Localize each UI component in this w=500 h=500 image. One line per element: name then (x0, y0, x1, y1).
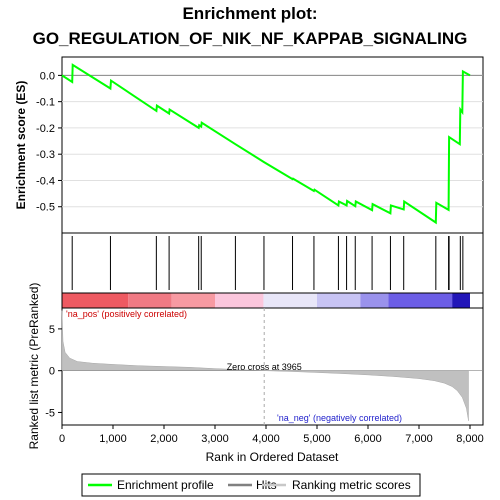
es-y-ticks: 0.0 -0.1 -0.2 -0.3 -0.4 -0.5 (36, 70, 62, 214)
x-tick-label: 1,000 (99, 433, 127, 445)
ranking-metric-fill (61, 310, 469, 421)
metric-tick-label: 0 (49, 366, 55, 378)
ranking-metric-area (61, 310, 483, 421)
x-axis-ticks: 0 1,000 2,000 3,000 4,000 5,000 6,000 7,000 8,00… (59, 425, 484, 445)
color-band-segment (263, 293, 317, 308)
metric-y-axis-label: Ranked list metric (PreRanked) (27, 283, 41, 450)
color-band-segment (62, 293, 129, 308)
color-band-segment (171, 293, 215, 308)
color-band-segment (215, 293, 264, 308)
hits-panel (61, 232, 484, 294)
chart-title-line2: GO_REGULATION_OF_NIK_NF_KAPPAB_SIGNALING (33, 29, 468, 48)
es-tick-label: -0.1 (36, 97, 55, 109)
zero-cross-label: Zero cross at 3965 (227, 362, 302, 372)
es-panel (61, 56, 484, 234)
x-tick-label: 5,000 (303, 433, 331, 445)
rank-color-band (62, 293, 470, 308)
x-tick-label: 7,000 (405, 433, 433, 445)
x-axis-label: Rank in Ordered Dataset (206, 450, 339, 464)
es-tick-label: -0.3 (36, 149, 55, 161)
enrichment-profile-line (61, 63, 471, 225)
chart-title-line1: Enrichment plot: (182, 4, 317, 23)
es-tick-label: 0.0 (40, 70, 55, 82)
es-y-axis-label: Enrichment score (ES) (14, 81, 28, 210)
legend-enrichment-label: Enrichment profile (117, 478, 214, 492)
color-band-segment (452, 293, 470, 308)
color-band-segment (128, 293, 172, 308)
color-band-segment (388, 293, 453, 308)
x-tick-label: 6,000 (354, 433, 382, 445)
legend-metric-label: Ranking metric scores (292, 478, 411, 492)
metric-tick-label: -5 (45, 407, 55, 419)
es-tick-label: -0.5 (36, 202, 55, 214)
metric-tick-label: 5 (49, 324, 55, 336)
es-tick-label: -0.2 (36, 123, 55, 135)
metric-y-ticks: 5 0 -5 (45, 324, 62, 419)
x-tick-label: 0 (59, 433, 65, 445)
x-tick-label: 2,000 (150, 433, 178, 445)
negative-correlated-label: 'na_neg' (negatively correlated) (277, 413, 402, 423)
color-band-segment (360, 293, 389, 308)
hit-lines (71, 236, 464, 290)
x-tick-label: 8,000 (456, 433, 484, 445)
color-band-segment (317, 293, 361, 308)
x-tick-label: 3,000 (201, 433, 229, 445)
positive-correlated-label: 'na_pos' (positively correlated) (66, 309, 187, 319)
x-tick-label: 4,000 (252, 433, 280, 445)
es-tick-label: -0.4 (36, 175, 55, 187)
